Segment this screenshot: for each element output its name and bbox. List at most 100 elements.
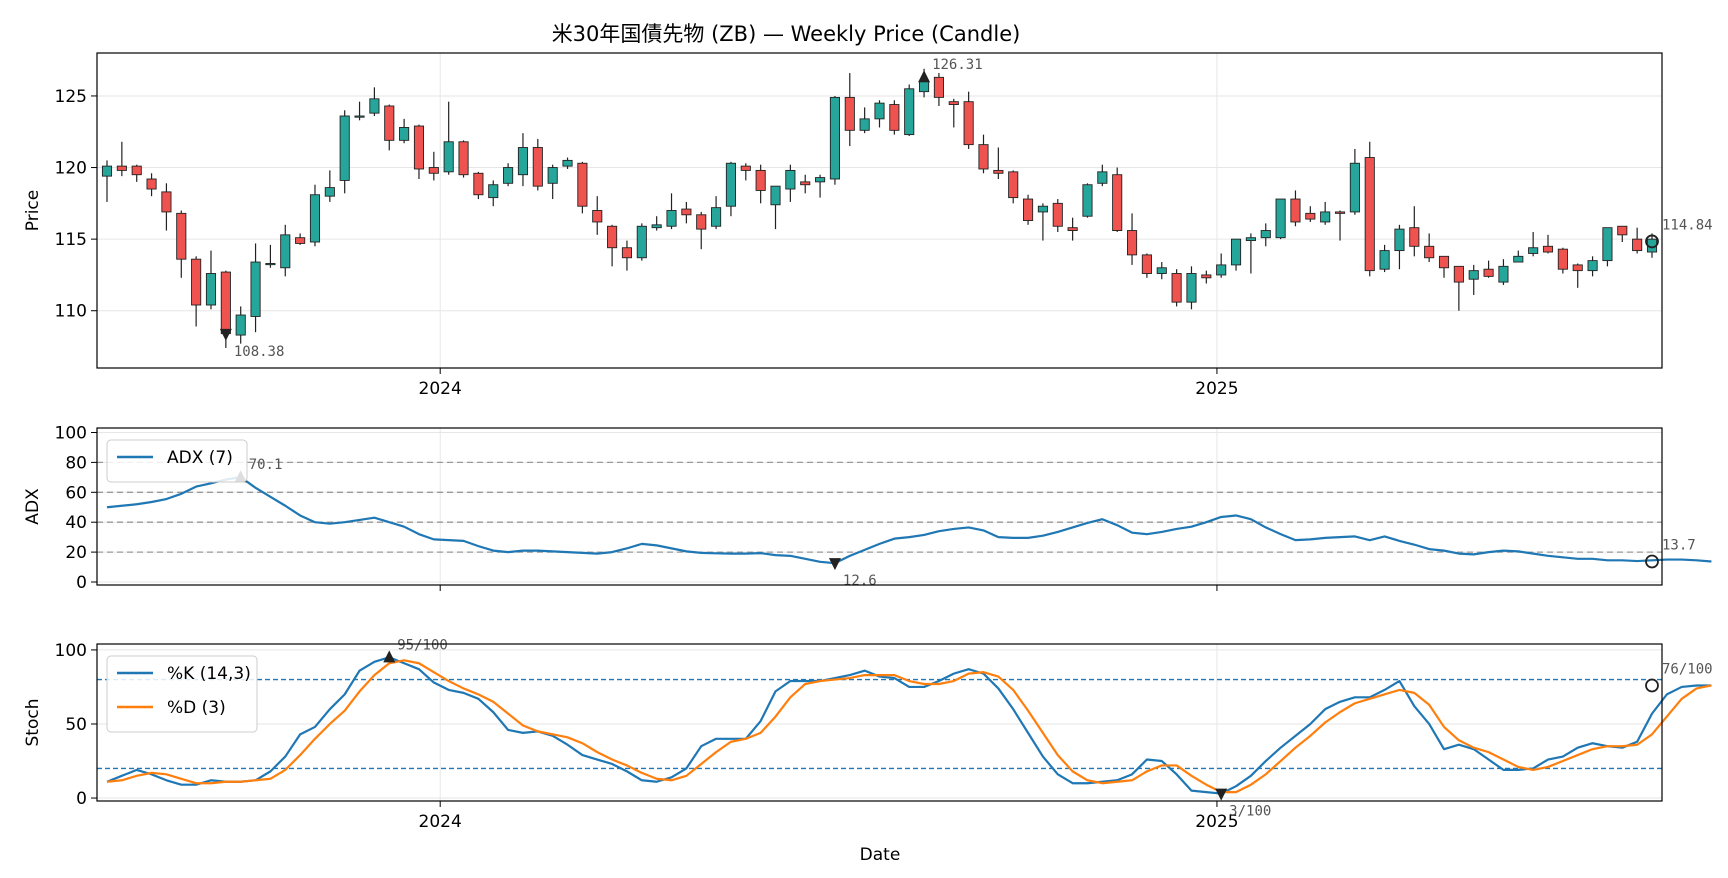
max-annotation-label: 70.1	[249, 457, 283, 473]
candle-down	[146, 178, 157, 190]
candle-up	[1528, 247, 1539, 254]
candle-up	[101, 165, 113, 177]
panel-frame	[96, 643, 1663, 802]
candle-up	[354, 115, 365, 118]
candle-down	[1112, 174, 1123, 231]
candle-up	[1245, 237, 1256, 242]
candle-up	[339, 115, 350, 181]
candle-up	[1156, 267, 1167, 274]
candle-up	[205, 273, 217, 306]
candle-up	[547, 167, 558, 184]
candle-down	[993, 169, 1004, 174]
candle-down	[532, 147, 543, 187]
candle-up	[399, 127, 410, 141]
x-axis-label: Date	[860, 845, 901, 865]
candle-down	[607, 225, 618, 249]
candle-down	[428, 167, 439, 174]
candle-down	[1409, 227, 1420, 247]
candle-up	[1602, 227, 1613, 262]
candle-down	[191, 258, 202, 306]
min-marker-icon	[828, 558, 841, 571]
candle-down	[1023, 198, 1034, 221]
candle-up	[919, 81, 930, 93]
candle-up	[785, 169, 796, 190]
legend-label: %D (3)	[167, 698, 226, 718]
candle-down	[1572, 264, 1583, 272]
y-tick-label: 115	[55, 230, 87, 250]
candle-up	[770, 185, 781, 206]
y-tick-label: 80	[65, 453, 87, 473]
candle-up	[1082, 184, 1093, 217]
candle-down	[755, 169, 766, 191]
candle-up	[488, 184, 499, 199]
candle-down	[1364, 157, 1375, 272]
y-tick-label: 100	[55, 641, 87, 661]
price-panel: 2024 2025 110 115 120 125 Price 126.31 108.38 114…	[23, 52, 1713, 399]
candle-down	[621, 247, 633, 259]
candle-up	[1216, 264, 1227, 276]
y-tick-label: 110	[55, 302, 87, 322]
candle-up	[1513, 255, 1524, 263]
candle-up	[517, 147, 529, 176]
candle-down	[1632, 238, 1643, 252]
candle-down	[295, 237, 306, 244]
candle-up	[859, 118, 870, 131]
series-line-d	[106, 659, 1712, 794]
candle-down	[1290, 198, 1301, 223]
candle-down	[1305, 212, 1316, 220]
candle-up	[235, 314, 246, 336]
candle-down	[681, 208, 692, 216]
last-value-label: 13.7	[1662, 538, 1696, 554]
min-marker-icon	[1215, 788, 1228, 801]
candle-up	[815, 177, 826, 183]
min-annotation-label: 3/100	[1229, 804, 1271, 820]
max-annotation-label: 95/100	[397, 637, 448, 653]
candle-up	[651, 224, 662, 229]
last-value-label: 76/100	[1662, 661, 1713, 677]
candle-up	[1037, 205, 1048, 213]
candle-down	[1438, 255, 1450, 269]
candle-up	[1097, 171, 1108, 184]
candle-down	[116, 165, 127, 171]
y-tick-label: 125	[55, 87, 87, 107]
candle-up	[1498, 265, 1509, 283]
candle-down	[889, 104, 900, 131]
max-marker-icon	[383, 650, 396, 663]
panel-frame	[96, 427, 1663, 586]
stoch-panel: 2024 2025 0 50 100 Stoch 95/100 3/100 76/100 %K (…	[23, 637, 1713, 832]
last-value-marker-icon	[1645, 678, 1659, 693]
candle-down	[1201, 274, 1212, 279]
candle-up	[725, 162, 736, 207]
x-tick-label: 2024	[419, 379, 462, 399]
candle-down	[1557, 248, 1568, 270]
candle-down	[220, 271, 231, 335]
candle-down	[1171, 273, 1182, 303]
last-value-marker-icon	[1645, 234, 1659, 249]
candle-up	[1394, 228, 1405, 252]
candle-up	[1230, 238, 1242, 266]
x-tick-label: 2024	[419, 812, 462, 832]
x-tick-label: 2025	[1195, 379, 1238, 399]
candle-up	[369, 98, 380, 114]
min-annotation-label: 108.38	[234, 344, 285, 360]
candle-up	[1275, 198, 1286, 239]
candle-down	[844, 96, 855, 131]
candle-up	[309, 194, 321, 243]
candle-down	[384, 105, 395, 141]
candle-down	[1334, 211, 1346, 214]
candle-up	[562, 159, 573, 167]
y-axis-label-adx: ADX	[23, 488, 43, 525]
candle-up	[1379, 250, 1390, 270]
series-line-adx	[106, 476, 1712, 565]
candle-down	[131, 165, 142, 176]
candle-up	[1349, 162, 1360, 213]
candle-down	[800, 181, 811, 186]
candle-up	[280, 234, 291, 269]
candle-up	[1468, 270, 1479, 280]
y-tick-label: 20	[65, 543, 87, 563]
legend-label: %K (14,3)	[167, 664, 251, 684]
candle-down	[978, 144, 989, 170]
panel-frame	[96, 52, 1663, 369]
candle-down	[577, 162, 588, 207]
